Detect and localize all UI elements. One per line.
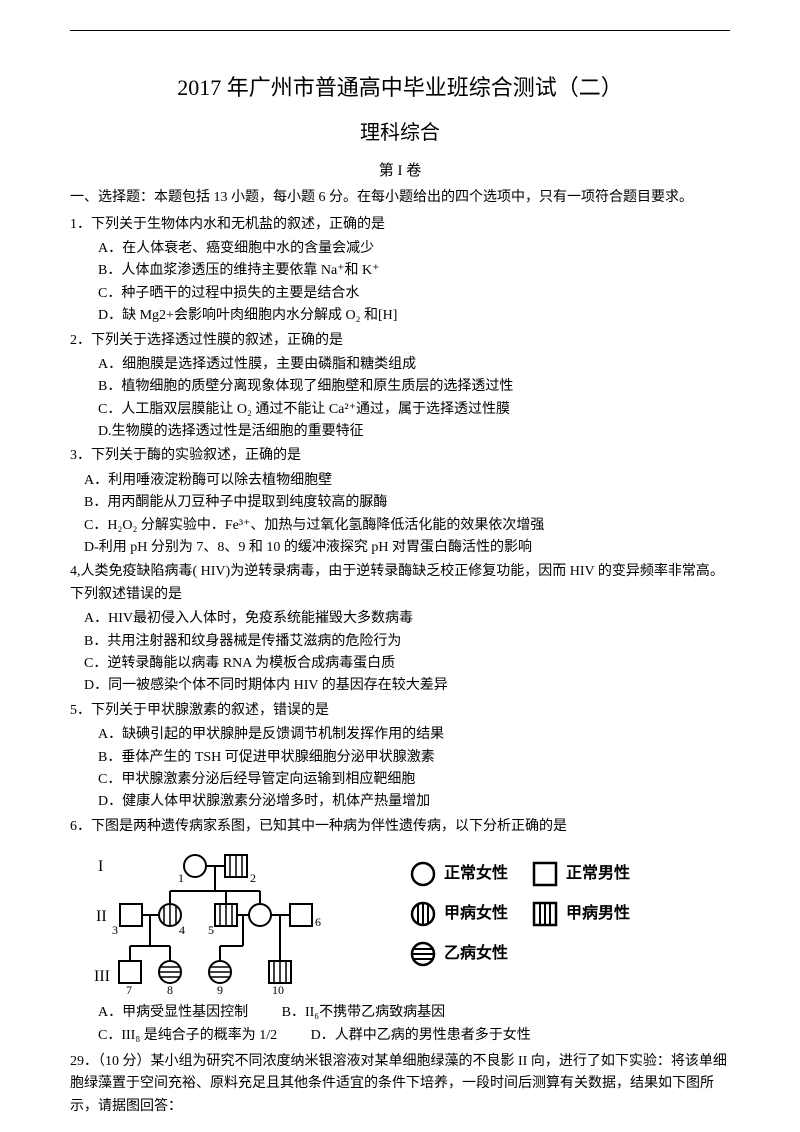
person-iii7 [119, 961, 141, 983]
q5-option-b: B．垂体产生的 TSH 可促进甲状腺细胞分泌甲状腺激素 [70, 747, 730, 769]
legend-normal-m-text: 正常男性 [566, 861, 630, 887]
question-5: 5．下列关于甲状腺激素的叙述，错误的是 A．缺碘引起的甲状腺肿是反馈调节机制发挥… [70, 700, 730, 814]
label-7: 7 [126, 983, 132, 996]
label-9: 9 [217, 983, 223, 996]
label-2: 2 [250, 871, 256, 885]
legend-jia-male: 甲病男性 [532, 901, 630, 927]
q3-option-a: A．利用唾液淀粉酶可以除去植物细胞壁 [70, 470, 730, 492]
q2-option-b: B．植物细胞的质壁分离现象体现了细胞壁和原生质层的选择透过性 [70, 376, 730, 398]
person-ii3 [120, 904, 142, 926]
q4-option-d: D．同一被感染个体不同时期体内 HIV 的基因存在较大差异 [70, 675, 730, 697]
q5-option-c: C．甲状腺激素分泌后经导管定向运输到相应靶细胞 [70, 769, 730, 791]
q5-stem: 5．下列关于甲状腺激素的叙述，错误的是 [70, 700, 730, 722]
label-3: 3 [112, 923, 118, 937]
q4-option-a: A．HIV最初侵入人体时，免疫系统能摧毁大多数病毒 [70, 608, 730, 630]
label-8: 8 [167, 983, 173, 996]
q3-stem: 3．下列关于酶的实验叙述，正确的是 [70, 445, 730, 467]
square-icon [532, 861, 558, 887]
question-3: 3．下列关于酶的实验叙述，正确的是 A．利用唾液淀粉酶可以除去植物细胞壁 B．用… [70, 445, 730, 559]
circle-vstripe-icon [410, 901, 436, 927]
q1-option-a: A．在人体衰老、癌变细胞中水的含量会减少 [70, 238, 730, 260]
label-6: 6 [315, 915, 321, 929]
question-1: 1．下列关于生物体内水和无机盐的叙述，正确的是 A．在人体衰老、癌变细胞中水的含… [70, 214, 730, 328]
q6-option-d: D．人群中乙病的男性患者多于女性 [311, 1025, 531, 1047]
q4-option-b: B．共用注射器和纹身器械是传播艾滋病的危险行为 [70, 631, 730, 653]
legend-jia-f-text: 甲病女性 [444, 901, 508, 927]
person-ii-spouse [249, 904, 271, 926]
label-10: 10 [272, 983, 284, 996]
q6-option-a: A．甲病受显性基因控制 [98, 1002, 248, 1024]
q1-stem: 1．下列关于生物体内水和无机盐的叙述，正确的是 [70, 214, 730, 236]
gen-1-label: I [98, 858, 103, 875]
q6-options-row2: C．III₈ 是纯合子的概率为 1/2 D．人群中乙病的男性患者多于女性 [70, 1025, 730, 1047]
question-6: 6．下图是两种遗传病家系图，已知其中一种病为伴性遗传病，以下分析正确的是 [70, 816, 730, 838]
q2-option-c: C．人工脂双层膜能让 O₂ 通过不能让 Ca²⁺通过，属于选择透过性膜 [70, 399, 730, 421]
q4-stem: 4,人类免疫缺陷病毒( HIV)为逆转录病毒，由于逆转录酶缺乏校正修复功能，因而… [70, 561, 730, 606]
legend-yi-f-text: 乙病女性 [444, 941, 508, 967]
top-divider [70, 30, 730, 31]
q1-option-b: B．人体血浆渗透压的维持主要依靠 Na⁺和 K⁺ [70, 260, 730, 282]
gen-2-label: II [96, 908, 107, 925]
label-5: 5 [208, 923, 214, 937]
main-title: 2017 年广州市普通高中毕业班综合测试（二） [70, 70, 730, 105]
pedigree-container: I II III 1 2 3 4 5 [90, 846, 730, 996]
legend-normal-f-text: 正常女性 [444, 861, 508, 887]
legend-jia-female: 甲病女性 [410, 901, 508, 927]
q29-stem: 29．（10 分）某小组为研究不同浓度纳米银溶液对某单细胞绿藻的不良影 II 向… [70, 1051, 730, 1118]
legend-jia-m-text: 甲病男性 [566, 901, 630, 927]
person-ii6 [290, 904, 312, 926]
subtitle: 理科综合 [70, 117, 730, 149]
legend-normal-female: 正常女性 [410, 861, 508, 887]
q6-option-c: C．III₈ 是纯合子的概率为 1/2 [98, 1025, 277, 1047]
q2-option-a: A．细胞膜是选择透过性膜，主要由磷脂和糖类组成 [70, 354, 730, 376]
circle-icon [410, 861, 436, 887]
q5-option-d: D．健康人体甲状腺激素分泌增多时，机体产热量增加 [70, 791, 730, 813]
person-i1 [184, 855, 206, 877]
pedigree-chart: I II III 1 2 3 4 5 [90, 846, 370, 996]
q4-option-c: C．逆转录酶能以病毒 RNA 为模板合成病毒蛋白质 [70, 653, 730, 675]
q6-stem: 6．下图是两种遗传病家系图，已知其中一种病为伴性遗传病，以下分析正确的是 [70, 816, 730, 838]
section-label: 第 I 卷 [70, 159, 730, 183]
label-1: 1 [178, 871, 184, 885]
label-4: 4 [179, 923, 185, 937]
circle-hstripe-icon [410, 941, 436, 967]
gen-3-label: III [94, 968, 110, 985]
q6-option-b: B．II₆不携带乙病致病基因 [282, 1002, 446, 1024]
square-vstripe-icon [532, 901, 558, 927]
q1-option-d: D．缺 Mg2+会影响叶肉细胞内水分解成 O₂ 和[H] [70, 305, 730, 327]
question-4: 4,人类免疫缺陷病毒( HIV)为逆转录病毒，由于逆转录酶缺乏校正修复功能，因而… [70, 561, 730, 697]
q2-stem: 2．下列关于选择透过性膜的叙述，正确的是 [70, 330, 730, 352]
legend: 正常女性 正常男性 甲病女性 [410, 861, 654, 981]
q3-option-b: B．用丙酮能从刀豆种子中提取到纯度较高的脲酶 [70, 492, 730, 514]
q1-option-c: C．种子晒干的过程中损失的主要是结合水 [70, 283, 730, 305]
q6-options-row1: A．甲病受显性基因控制 B．II₆不携带乙病致病基因 [70, 1002, 730, 1024]
q3-option-d: D-利用 pH 分别为 7、8、9 和 10 的缓冲液探究 pH 对胃蛋白酶活性… [70, 537, 730, 559]
q3-option-c: C．H₂O₂ 分解实验中．Fe³⁺、加热与过氧化氢酶降低活化能的效果依次增强 [70, 515, 730, 537]
legend-yi-female: 乙病女性 [410, 941, 508, 967]
q5-option-a: A．缺碘引起的甲状腺肿是反馈调节机制发挥作用的结果 [70, 724, 730, 746]
q2-option-d: D.生物膜的选择透过性是活细胞的重要特征 [70, 421, 730, 443]
instruction-text: 一、选择题：本题包括 13 小题，每小题 6 分。在每小题给出的四个选项中，只有… [70, 187, 730, 209]
legend-normal-male: 正常男性 [532, 861, 630, 887]
question-2: 2．下列关于选择透过性膜的叙述，正确的是 A．细胞膜是选择透过性膜，主要由磷脂和… [70, 330, 730, 444]
